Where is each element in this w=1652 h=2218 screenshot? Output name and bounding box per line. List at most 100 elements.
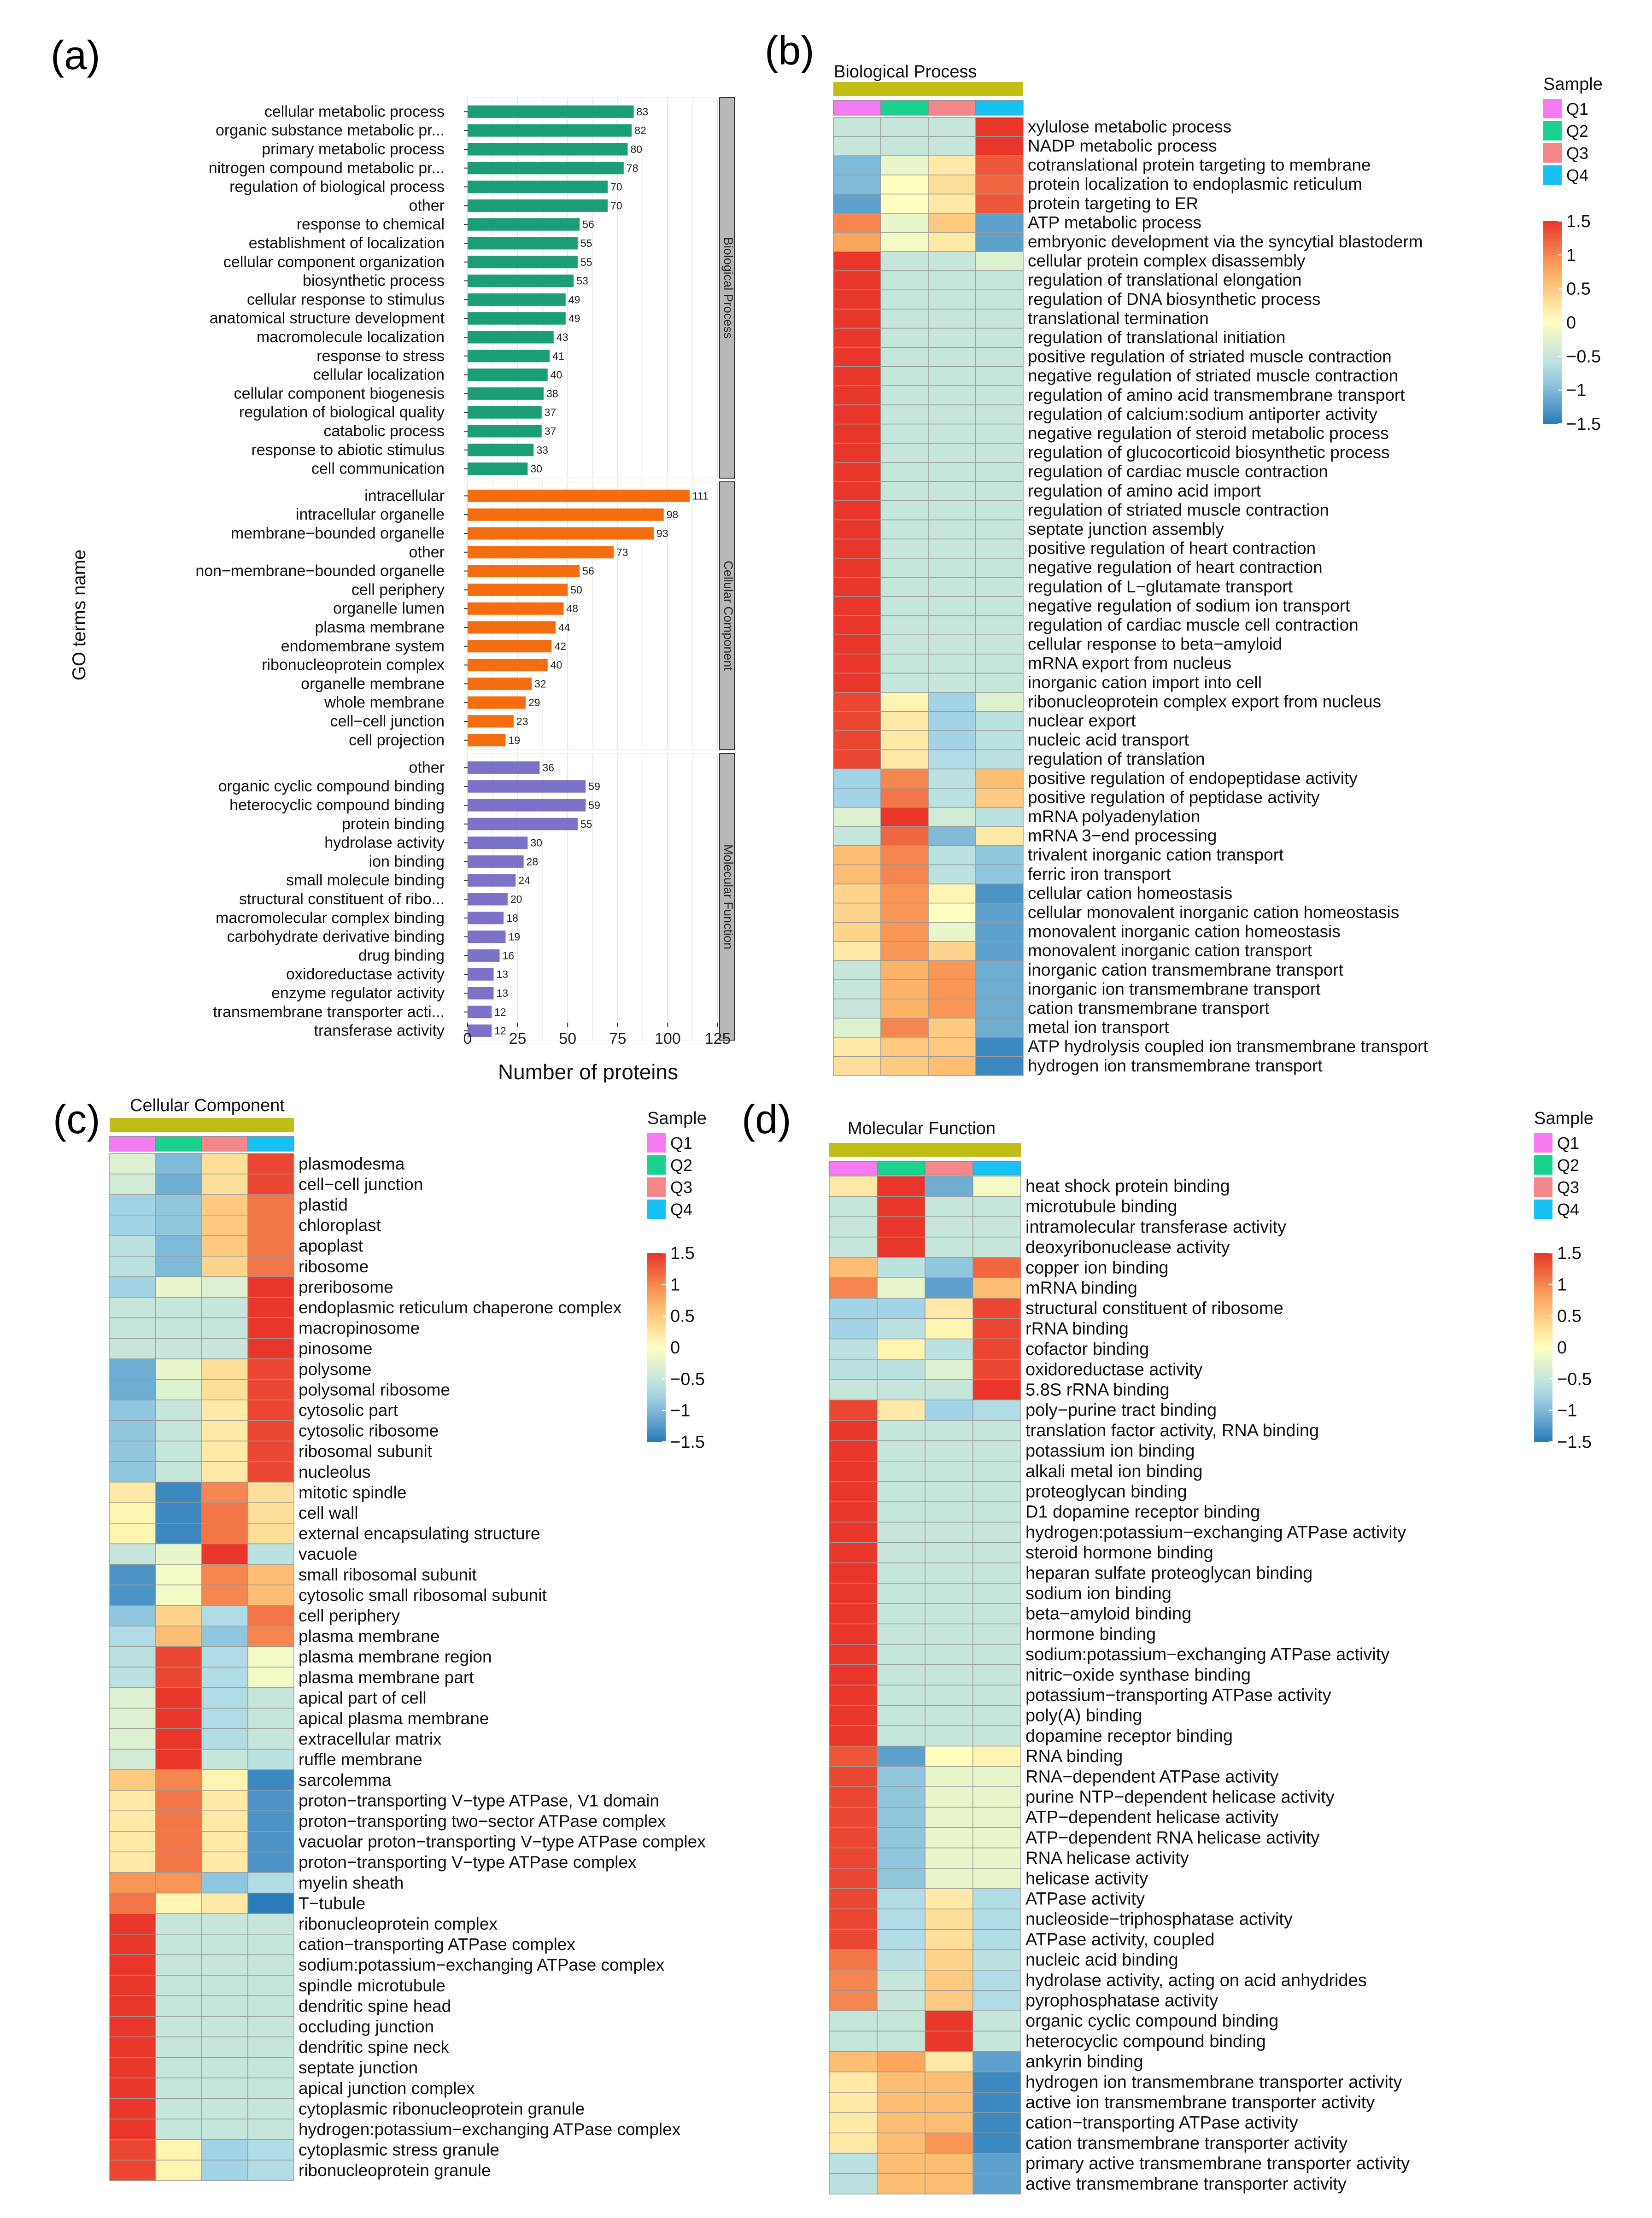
bar xyxy=(468,105,634,118)
category-label: regulation of biological process xyxy=(229,178,445,196)
heatmap-cell xyxy=(109,1194,156,1216)
legend-swatch xyxy=(1543,165,1562,185)
x-tick-label: 25 xyxy=(509,1030,527,1048)
heatmap-cell xyxy=(109,1728,156,1750)
data-label: 56 xyxy=(582,565,594,577)
heatmap-cell xyxy=(972,1990,1021,2011)
heatmap-cell xyxy=(925,1685,973,1706)
heatmap-cell xyxy=(155,1687,202,1709)
heatmap-cell xyxy=(880,634,929,655)
heatmap-cell xyxy=(155,1892,202,1914)
heatmap-cell xyxy=(109,1954,156,1976)
row-label: heat shock protein binding xyxy=(1025,1176,1230,1196)
heatmap-cell xyxy=(247,1440,294,1462)
heatmap-cell xyxy=(201,1256,248,1277)
row-label: RNA−dependent ATPase activity xyxy=(1025,1767,1279,1786)
heatmap-cell xyxy=(928,884,976,904)
heatmap-cell xyxy=(928,1037,976,1057)
heatmap-cell xyxy=(975,1018,1024,1038)
heatmap-cell xyxy=(247,1831,294,1853)
heatmap-cell xyxy=(877,1623,926,1645)
category-label: catabolic process xyxy=(323,422,445,440)
bar xyxy=(468,855,524,868)
heatmap-cell xyxy=(972,2031,1021,2052)
heatmap-cell xyxy=(975,423,1024,444)
heatmap-cell xyxy=(975,385,1024,405)
heatmap-cell xyxy=(829,1338,878,1360)
heatmap-cell xyxy=(877,1949,926,1971)
heatmap-cell xyxy=(975,136,1024,156)
heatmap-cell xyxy=(155,2098,202,2119)
heatmap-cell xyxy=(829,1420,878,1441)
heatmap-cell xyxy=(833,328,881,348)
data-label: 40 xyxy=(551,369,562,381)
heatmap-cell xyxy=(928,577,976,597)
row-label: ATP hydrolysis coupled ion transmembrane… xyxy=(1028,1037,1428,1056)
heatmap-cell xyxy=(972,1970,1021,1991)
heatmap-cell xyxy=(155,2078,202,2099)
category-label: response to abiotic stimulus xyxy=(251,441,445,459)
heatmap-cell xyxy=(925,2072,973,2093)
row-label: positive regulation of peptidase activit… xyxy=(1028,788,1320,807)
heatmap-cell xyxy=(925,1725,973,1747)
heatmap-cell xyxy=(877,2132,926,2154)
heatmap-cell xyxy=(155,1954,202,1976)
heatmap-cell xyxy=(877,1216,926,1238)
heatmap-cell xyxy=(201,1194,248,1216)
heatmap-cell xyxy=(833,423,881,444)
heatmap-cell xyxy=(928,232,976,252)
heatmap-cell xyxy=(247,1153,294,1175)
heatmap-cell xyxy=(975,500,1024,521)
heatmap-cell xyxy=(109,1256,156,1277)
heatmap-cell xyxy=(155,1420,202,1442)
bar xyxy=(468,218,580,231)
row-label: positive regulation of endopeptidase act… xyxy=(1028,769,1358,788)
row-label: ferric iron transport xyxy=(1028,865,1171,884)
heatmap-cell xyxy=(829,2010,878,2032)
row-label: ATPase activity, coupled xyxy=(1025,1930,1214,1949)
heatmap-cell xyxy=(972,1563,1021,1584)
heatmap-cell xyxy=(880,500,929,521)
row-label: potassium ion binding xyxy=(1025,1441,1195,1461)
colorbar-tick-label: 0 xyxy=(1557,1338,1567,1358)
data-label: 30 xyxy=(530,837,542,849)
category-label: anatomical structure development xyxy=(210,310,445,327)
heatmap-cell xyxy=(109,2098,156,2119)
facet-strip xyxy=(719,753,735,1041)
heatmap-cell xyxy=(928,807,976,827)
legend-label: Q2 xyxy=(1566,122,1588,140)
heatmap-cell xyxy=(201,2098,248,2119)
heatmap-cell xyxy=(247,1420,294,1442)
data-label: 111 xyxy=(692,490,709,502)
legend-label: Q4 xyxy=(670,1200,692,1219)
row-label: cell−cell junction xyxy=(299,1175,423,1194)
heatmap-cell xyxy=(155,1317,202,1339)
category-label: enzyme regulator activity xyxy=(271,984,445,1002)
heatmap-cell xyxy=(928,136,976,156)
heatmap-cell xyxy=(880,998,929,1018)
data-label: 20 xyxy=(510,893,522,905)
data-label: 19 xyxy=(509,931,521,943)
row-label: sodium:potassium−exchanging ATPase compl… xyxy=(299,1955,665,1974)
heatmap-cell xyxy=(829,1664,878,1685)
heatmap-cell xyxy=(975,998,1024,1018)
heatmap-cell xyxy=(201,2078,248,2099)
bar xyxy=(468,780,586,793)
heatmap-cell xyxy=(972,1929,1021,1950)
heatmap-cell xyxy=(975,692,1024,712)
heatmap-cell xyxy=(880,366,929,386)
category-label: cellular localization xyxy=(313,366,445,384)
heatmap-cell xyxy=(975,155,1024,176)
row-label: dendritic spine head xyxy=(299,1996,451,2015)
category-label: hydrolase activity xyxy=(324,834,445,852)
heatmap-cell xyxy=(880,193,929,214)
sample-annotation-cell xyxy=(833,100,881,116)
heatmap-cell xyxy=(972,1176,1021,1197)
heatmap-cell xyxy=(928,788,976,808)
heatmap-cell xyxy=(972,1399,1021,1421)
heatmap-cell xyxy=(829,1379,878,1400)
heatmap-cell xyxy=(877,1745,926,1767)
bar xyxy=(468,406,542,419)
heatmap-cell xyxy=(975,347,1024,367)
heatmap-cell xyxy=(972,1583,1021,1604)
